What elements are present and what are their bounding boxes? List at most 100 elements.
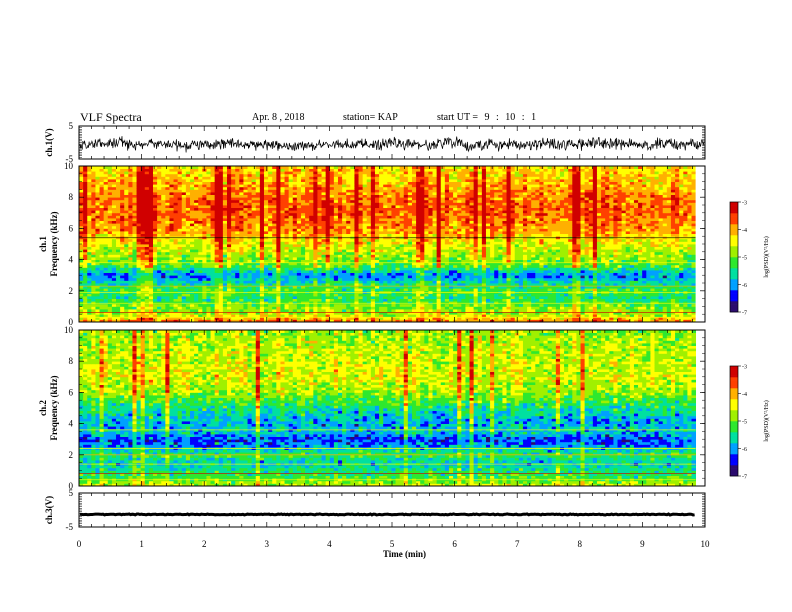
spectrogram-cell bbox=[181, 262, 187, 266]
spectrogram-cell bbox=[687, 288, 692, 292]
spectrogram-cell bbox=[272, 301, 277, 305]
spectrogram-cell bbox=[646, 249, 651, 253]
spectrogram-cell bbox=[152, 298, 158, 302]
spectrogram-cell bbox=[420, 319, 425, 323]
spectrogram-cell bbox=[440, 257, 446, 260]
spectrogram-cell bbox=[210, 298, 216, 302]
spectrogram-cell bbox=[592, 296, 598, 299]
spectrogram-cell bbox=[370, 254, 376, 258]
spectrogram-cell bbox=[288, 249, 294, 253]
spectrogram-cell bbox=[272, 241, 277, 245]
spectrogram-cell bbox=[568, 280, 573, 284]
spectrogram-cell bbox=[276, 249, 281, 253]
spectrogram-cell bbox=[490, 272, 495, 276]
spectrogram-cell bbox=[465, 306, 470, 310]
spectrogram-cell bbox=[687, 316, 692, 320]
spectrogram-cell bbox=[268, 319, 273, 323]
spectrogram-cell bbox=[362, 257, 368, 260]
spectrogram-cell bbox=[337, 257, 343, 260]
spectrogram-cell bbox=[683, 238, 688, 242]
spectrogram-cell bbox=[128, 309, 133, 312]
spectrogram-cell bbox=[629, 280, 635, 284]
spectrogram-cell bbox=[128, 303, 133, 307]
spectrogram-cell bbox=[284, 257, 290, 260]
spectrogram-cell bbox=[231, 264, 236, 268]
spectrogram-cell bbox=[617, 303, 623, 307]
spectrogram-cell bbox=[621, 303, 627, 307]
spectrogram-cell bbox=[202, 296, 207, 299]
spectrogram-cell bbox=[333, 311, 339, 315]
spectrogram-cell bbox=[202, 285, 207, 289]
spectrogram-cell bbox=[222, 283, 228, 286]
spectrogram-cell bbox=[235, 249, 240, 253]
spectrogram-cell bbox=[514, 264, 520, 268]
spectrogram-cell bbox=[601, 283, 606, 286]
spectrogram-cell bbox=[383, 303, 388, 307]
spectrogram-cell bbox=[87, 259, 92, 263]
spectrogram-cell bbox=[580, 238, 586, 242]
spectrogram-cell bbox=[403, 259, 409, 263]
spectrogram-cell bbox=[284, 309, 290, 312]
spectrogram-cell bbox=[95, 264, 100, 268]
spectrogram-cell bbox=[116, 267, 121, 271]
spectrogram-cell bbox=[132, 280, 137, 284]
spectrogram-cell bbox=[457, 257, 462, 260]
spectrogram-cell bbox=[502, 277, 507, 281]
spectrogram-cell bbox=[181, 296, 187, 299]
spectrogram-cell bbox=[436, 277, 442, 281]
spectrogram-cell bbox=[596, 293, 602, 297]
spectrogram-cell bbox=[210, 316, 216, 320]
chart-title: VLF Spectra bbox=[80, 110, 146, 125]
spectrogram-cell bbox=[547, 270, 553, 273]
spectrogram-cell bbox=[432, 249, 438, 253]
spectrogram-cell bbox=[173, 264, 179, 268]
spectrogram-cell bbox=[194, 259, 199, 263]
spectrogram-cell bbox=[559, 262, 565, 266]
spectrogram-cell bbox=[403, 309, 409, 312]
spectrogram-cell bbox=[522, 241, 528, 245]
spectrogram-cell bbox=[272, 254, 277, 258]
spectrogram-cell bbox=[116, 257, 121, 260]
spectrogram-cell bbox=[613, 280, 618, 284]
spectrogram-cell bbox=[296, 303, 302, 307]
spectrogram-cell bbox=[189, 306, 195, 310]
spectrogram-cell bbox=[169, 280, 174, 284]
spectrogram-cell bbox=[527, 311, 532, 315]
spectrogram-cell bbox=[625, 314, 631, 318]
spectrogram-cell bbox=[527, 280, 532, 284]
spectrogram-cell bbox=[243, 246, 248, 250]
spectrogram-cell bbox=[469, 314, 475, 318]
spectrogram-cell bbox=[461, 257, 466, 260]
spectrogram-cell bbox=[132, 309, 137, 312]
spectrogram-cell bbox=[477, 238, 483, 242]
spectrogram-cell bbox=[222, 244, 228, 247]
spectrogram-cell bbox=[613, 277, 618, 281]
spectrogram-cell bbox=[177, 272, 183, 276]
spectrogram-cell bbox=[588, 293, 594, 297]
spectrogram-cell bbox=[420, 301, 425, 305]
spectrogram-cell bbox=[564, 319, 569, 323]
spectrogram-cell bbox=[391, 277, 396, 281]
spectrogram-cell bbox=[609, 316, 614, 320]
spectrogram-cell bbox=[473, 303, 479, 307]
spectrogram-cell bbox=[313, 316, 318, 320]
spectrogram-cell bbox=[152, 233, 158, 237]
spectrogram-cell bbox=[325, 251, 331, 255]
spectrogram-cell bbox=[605, 257, 610, 260]
spectrogram-cell bbox=[642, 303, 647, 307]
spectrogram-cell bbox=[284, 244, 290, 247]
spectrogram-cell bbox=[157, 301, 162, 305]
spectrogram-cell bbox=[658, 298, 664, 302]
spectrogram-cell bbox=[440, 254, 446, 258]
spectrogram-cell bbox=[120, 314, 125, 318]
spectrogram-cell bbox=[572, 254, 577, 258]
spectrogram-cell bbox=[613, 254, 618, 258]
spectrogram-cell bbox=[580, 264, 586, 268]
spectrogram-cell bbox=[465, 316, 470, 320]
spectrogram-cell bbox=[292, 319, 298, 323]
spectrogram-cell bbox=[325, 262, 331, 266]
spectrogram-cell bbox=[132, 293, 137, 297]
spectrogram-cell bbox=[391, 311, 396, 315]
spectrogram-cell bbox=[239, 277, 244, 281]
spectrogram-cell bbox=[440, 241, 446, 245]
